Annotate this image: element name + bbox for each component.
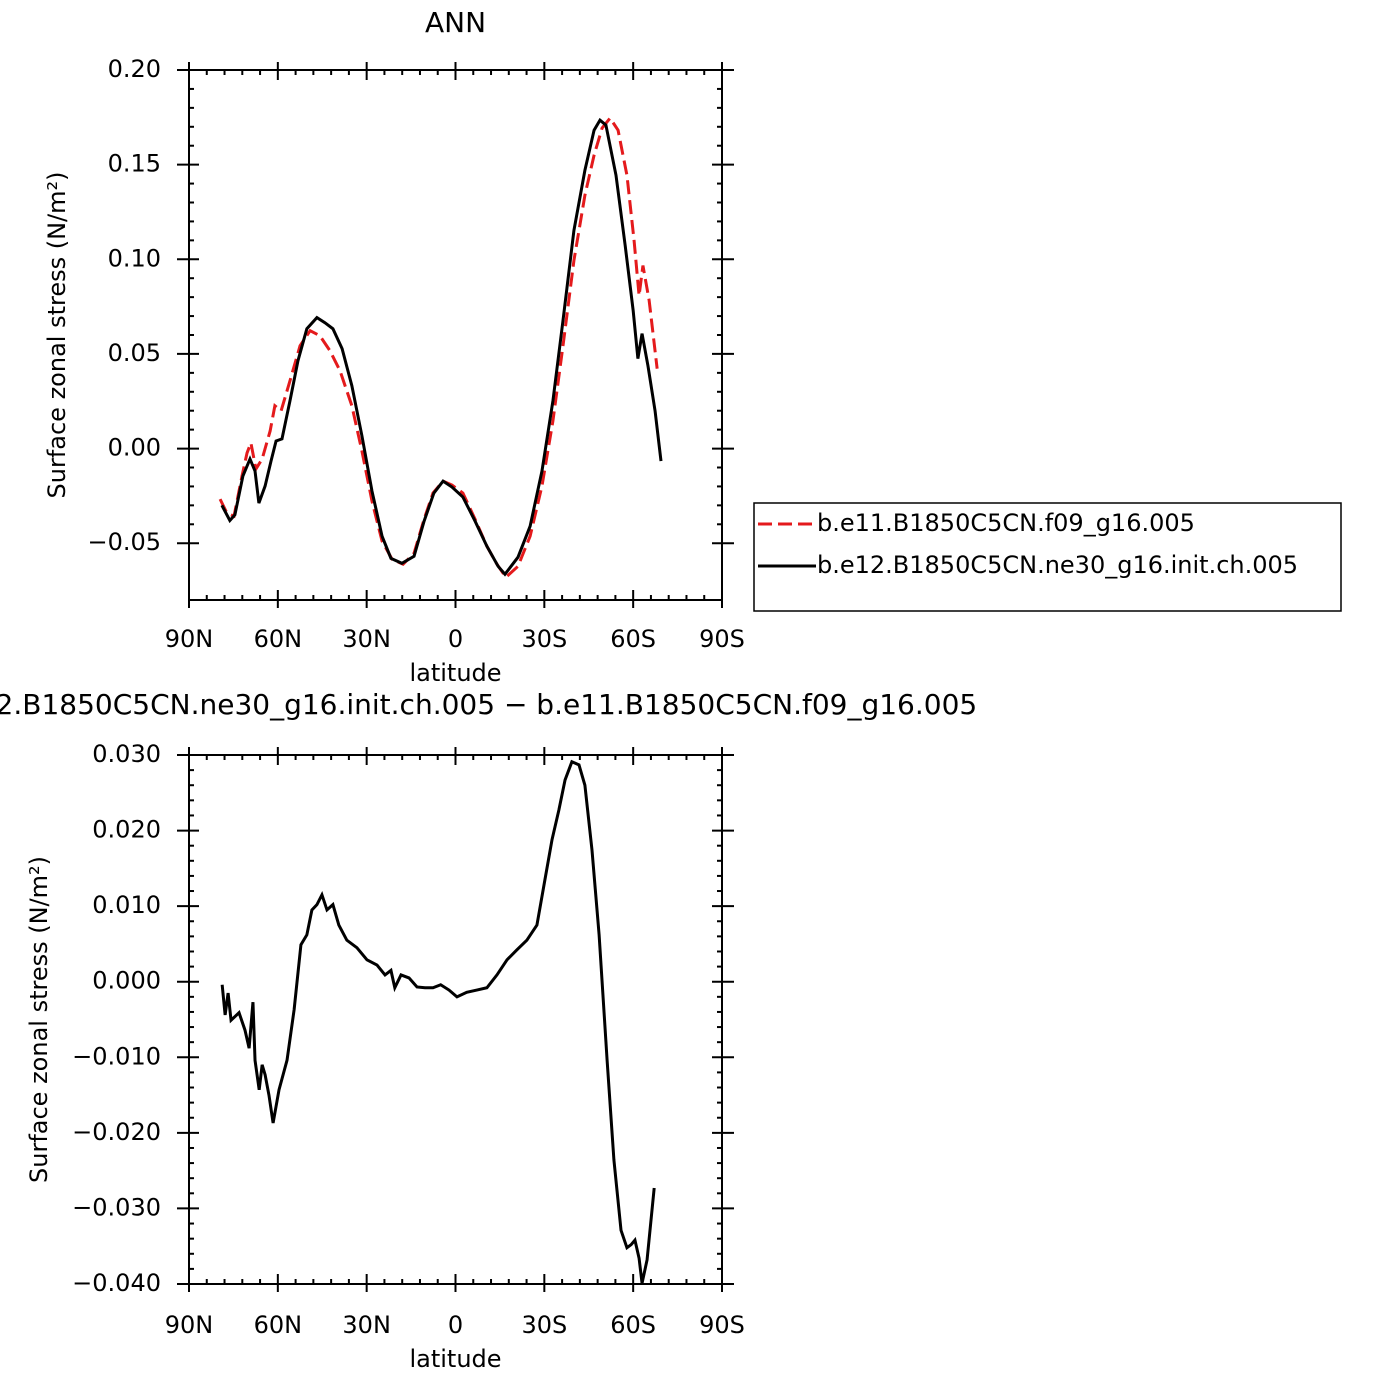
legend-label: b.e12.B1850C5CN.ne30_g16.init.ch.005 [817, 551, 1298, 579]
x-tick-label: 90N [165, 1311, 214, 1339]
legend-label: b.e11.B1850C5CN.f09_g16.005 [817, 509, 1195, 537]
x-axis-title: latitude [409, 659, 501, 687]
y-tick-label: −0.030 [72, 1193, 161, 1221]
y-tick-label: −0.010 [72, 1042, 161, 1070]
x-tick-label: 90S [699, 625, 745, 653]
chart-title: ANN [425, 6, 486, 39]
y-tick-label: 0.010 [92, 891, 161, 919]
chart-title: b.e12.B1850C5CN.ne30_g16.init.ch.005 − b… [0, 688, 977, 721]
series-line [218, 115, 659, 580]
y-tick-label: 0.10 [108, 244, 161, 272]
x-tick-label: 30N [342, 625, 391, 653]
y-tick-label: 0.20 [108, 55, 161, 83]
y-tick-label: −0.05 [87, 528, 161, 556]
plot-frame [188, 69, 723, 601]
x-tick-label: 60N [254, 625, 303, 653]
y-tick-label: −0.040 [72, 1269, 161, 1297]
x-tick-label: 60S [610, 625, 656, 653]
x-tick-label: 30S [521, 1311, 567, 1339]
x-tick-label: 0 [448, 1311, 463, 1339]
y-tick-label: −0.020 [72, 1118, 161, 1146]
x-tick-label: 60N [254, 1311, 303, 1339]
legend-box [753, 502, 1342, 612]
x-tick-label: 90N [165, 625, 214, 653]
x-tick-label: 30S [521, 625, 567, 653]
x-tick-label: 90S [699, 1311, 745, 1339]
y-axis-title: Surface zonal stress (N/m²) [25, 856, 53, 1183]
plot-frame [188, 754, 723, 1285]
y-tick-label: 0.15 [108, 150, 161, 178]
x-tick-label: 0 [448, 625, 463, 653]
y-tick-label: 0.00 [108, 434, 161, 462]
x-tick-label: 60S [610, 1311, 656, 1339]
x-axis-title: latitude [409, 1345, 501, 1373]
y-tick-label: 0.000 [92, 967, 161, 995]
y-tick-label: 0.030 [92, 740, 161, 768]
series-line [220, 117, 663, 577]
x-tick-label: 30N [342, 1311, 391, 1339]
y-axis-title: Surface zonal stress (N/m²) [43, 172, 71, 499]
y-tick-label: 0.020 [92, 816, 161, 844]
series-line [220, 759, 656, 1284]
y-tick-label: 0.05 [108, 339, 161, 367]
